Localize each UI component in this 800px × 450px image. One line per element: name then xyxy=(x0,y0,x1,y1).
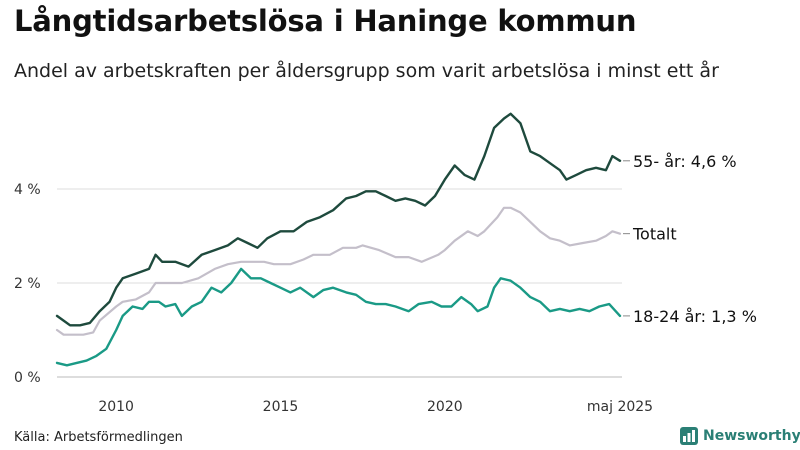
series-line-total xyxy=(55,206,622,336)
brand-name: Newsworthy xyxy=(703,428,800,444)
series-labels: 55- år: 4,6 % Totalt 18-24 år: 1,3 % xyxy=(623,152,757,326)
y-tick-label: 4 % xyxy=(14,182,41,198)
series-label-s55: 55- år: 4,6 % xyxy=(633,152,737,171)
newsworthy-logo-icon xyxy=(680,427,698,445)
series-lines xyxy=(55,112,622,367)
x-tick-label: maj 2025 xyxy=(587,399,653,415)
series-line-s1824 xyxy=(55,267,622,367)
chart-subtitle: Andel av arbetskraften per åldersgrupp s… xyxy=(14,60,719,82)
series-label-s1824: 18-24 år: 1,3 % xyxy=(633,307,757,326)
x-tick-label: 2015 xyxy=(263,399,299,415)
series-line-s55 xyxy=(55,112,622,327)
brand-logo: Newsworthy xyxy=(680,426,800,446)
y-axis: 0 % 2 % 4 % xyxy=(14,182,41,386)
chart-title: Långtidsarbetslösa i Haninge kommun xyxy=(14,4,637,38)
line-chart: 0 % 2 % 4 % 2010 2015 2020 maj 2025 55- år: 4… xyxy=(14,112,757,415)
y-tick-label: 0 % xyxy=(14,370,41,386)
x-tick-label: 2010 xyxy=(98,399,134,415)
source-note: Källa: Arbetsförmedlingen xyxy=(14,430,183,445)
x-tick-label: 2020 xyxy=(427,399,463,415)
x-axis: 2010 2015 2020 maj 2025 xyxy=(98,399,653,415)
y-tick-label: 2 % xyxy=(14,276,41,292)
grid xyxy=(57,188,622,378)
series-label-total: Totalt xyxy=(632,225,677,244)
